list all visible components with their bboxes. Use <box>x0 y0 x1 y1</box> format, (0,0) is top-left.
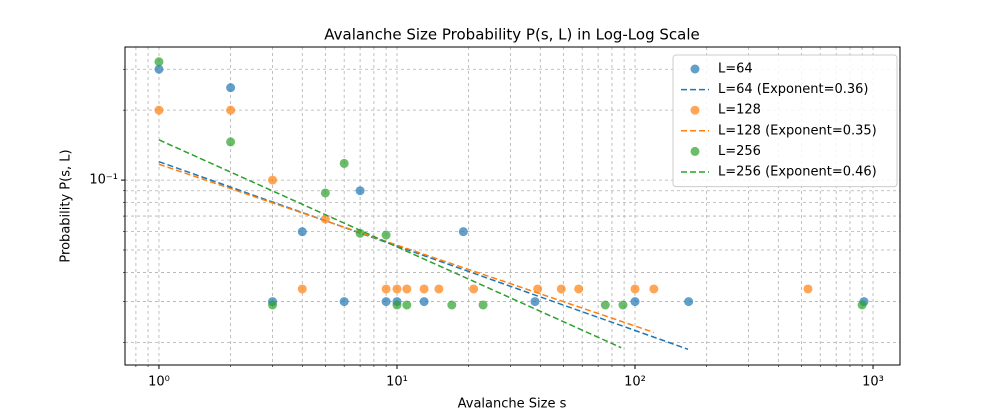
data-point <box>458 227 468 237</box>
data-point <box>630 284 640 294</box>
data-point <box>268 300 278 310</box>
data-point <box>478 300 488 310</box>
data-point <box>226 83 236 93</box>
data-point <box>297 284 307 294</box>
data-point <box>381 284 391 294</box>
x-tick-label: 10⁰ <box>148 375 170 390</box>
data-point <box>320 214 330 224</box>
legend-marker <box>690 146 700 156</box>
chart-title: Avalanche Size Probability P(s, L) in Lo… <box>324 26 699 44</box>
data-point <box>530 297 540 307</box>
data-point <box>600 300 610 310</box>
data-point <box>320 188 330 198</box>
data-point <box>154 57 164 67</box>
data-point <box>574 284 584 294</box>
data-point <box>392 300 402 310</box>
legend-label: L=256 <box>718 144 761 159</box>
data-point <box>857 300 867 310</box>
legend-label: L=256 (Exponent=0.46) <box>718 165 877 180</box>
data-point <box>649 284 659 294</box>
data-point <box>226 137 236 147</box>
legend-label: L=128 <box>718 103 761 118</box>
fit-line <box>158 163 655 334</box>
data-point <box>803 284 813 294</box>
y-tick-label: 10⁻¹ <box>89 173 118 188</box>
data-point <box>419 284 429 294</box>
data-point <box>355 186 365 196</box>
data-point <box>154 105 164 115</box>
data-point <box>402 300 412 310</box>
data-point <box>339 297 349 307</box>
y-axis-label: Probability P(s, L) <box>59 149 74 262</box>
legend-box <box>672 54 898 188</box>
data-point <box>402 284 412 294</box>
data-point <box>447 300 457 310</box>
data-point <box>533 284 543 294</box>
data-point <box>392 284 402 294</box>
data-point <box>381 297 391 307</box>
legend-label: L=64 <box>718 62 753 77</box>
data-point <box>297 227 307 237</box>
x-axis-label: Avalanche Size s <box>458 397 567 409</box>
data-point <box>469 284 479 294</box>
data-point <box>434 284 444 294</box>
data-point <box>556 284 566 294</box>
data-point <box>630 297 640 307</box>
data-point <box>154 64 164 74</box>
data-point <box>268 175 278 185</box>
legend-label: L=128 (Exponent=0.35) <box>718 123 877 138</box>
data-point <box>355 228 365 238</box>
fit-line <box>158 160 689 350</box>
x-tick-label: 10² <box>624 375 646 390</box>
legend-marker <box>690 105 700 115</box>
x-tick-label: 10³ <box>862 375 884 390</box>
legend-label: L=64 (Exponent=0.36) <box>718 82 868 97</box>
data-point <box>618 300 628 310</box>
data-point <box>339 158 349 168</box>
data-point <box>419 297 429 307</box>
fit-line <box>158 139 622 349</box>
data-point <box>684 297 694 307</box>
data-point <box>381 230 391 240</box>
data-point <box>226 105 236 115</box>
x-tick-label: 10¹ <box>386 375 408 390</box>
plot-frame <box>124 46 901 366</box>
legend-marker <box>690 64 700 74</box>
